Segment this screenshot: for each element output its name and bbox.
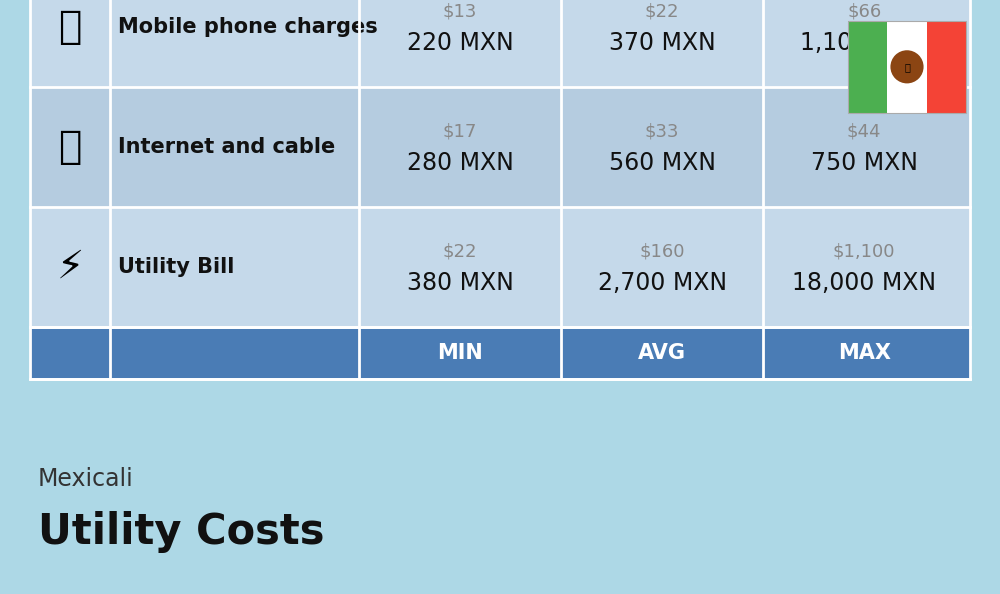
Bar	[42, 0, 98, 55]
Bar	[42, 119, 98, 175]
Text: MIN: MIN	[437, 343, 483, 363]
Text: 1,100 MXN: 1,100 MXN	[800, 31, 929, 55]
Bar	[30, 87, 970, 207]
Text: $17: $17	[443, 122, 477, 140]
Text: MAX: MAX	[838, 343, 891, 363]
Bar	[30, 327, 970, 379]
Text: $160: $160	[639, 242, 685, 260]
Bar	[848, 21, 887, 113]
Bar	[30, 207, 970, 327]
Text: $44: $44	[847, 122, 882, 140]
Text: 560 MXN: 560 MXN	[609, 151, 716, 175]
Text: 750 MXN: 750 MXN	[811, 151, 918, 175]
Text: 380 MXN: 380 MXN	[407, 271, 513, 295]
Text: $13: $13	[443, 2, 477, 20]
Text: Mexicali: Mexicali	[38, 467, 134, 491]
Text: $66: $66	[847, 2, 881, 20]
Text: 18,000 MXN: 18,000 MXN	[792, 271, 936, 295]
Text: Internet and cable: Internet and cable	[118, 137, 335, 157]
Bar	[30, 0, 970, 87]
Text: Mobile phone charges: Mobile phone charges	[118, 17, 378, 37]
Text: $22: $22	[443, 242, 477, 260]
Text: 2,700 MXN: 2,700 MXN	[598, 271, 727, 295]
Bar	[848, 21, 966, 113]
Bar	[30, 0, 970, 379]
Bar	[42, 239, 98, 295]
Text: Utility Bill: Utility Bill	[118, 257, 234, 277]
Text: 370 MXN: 370 MXN	[609, 31, 716, 55]
Text: $22: $22	[645, 2, 679, 20]
Circle shape	[890, 50, 924, 83]
Text: $1,100: $1,100	[833, 242, 896, 260]
Text: 🦅: 🦅	[904, 62, 910, 72]
Text: 📡: 📡	[58, 128, 82, 166]
Text: $33: $33	[645, 122, 679, 140]
Text: Utility Costs: Utility Costs	[38, 511, 324, 553]
Bar	[927, 21, 966, 113]
Text: AVG: AVG	[638, 343, 686, 363]
Text: 📱: 📱	[58, 8, 82, 46]
Text: ⚡: ⚡	[56, 248, 84, 286]
Text: 220 MXN: 220 MXN	[407, 31, 513, 55]
Text: 280 MXN: 280 MXN	[407, 151, 513, 175]
Bar	[887, 21, 927, 113]
